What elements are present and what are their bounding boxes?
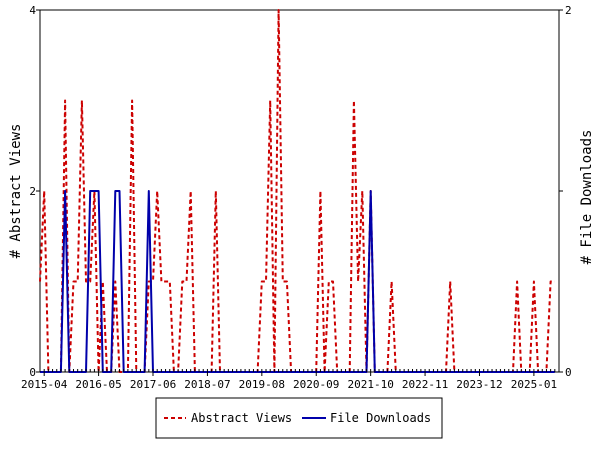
y-left-tick-label: 4: [29, 4, 36, 17]
right-axis-title: # File Downloads: [579, 130, 595, 265]
plot-area: [39, 9, 560, 373]
legend-label-abstract-views: Abstract Views: [191, 411, 292, 425]
x-tick-label: 2019-08: [239, 378, 285, 391]
y-right-tick-label: 0: [565, 366, 572, 379]
axis-layer: 2015-04 2016-05 2017-06 2018-07 2019-08 2020-…: [21, 4, 572, 391]
legend: Abstract Views File Downloads: [155, 397, 443, 439]
series-line-file-downloads: [40, 190, 555, 373]
x-tick-label: 2021-10: [347, 378, 393, 391]
y-right-tick-label: 2: [565, 4, 572, 17]
x-tick-label: 2020-09: [293, 378, 339, 391]
left-axis-title: # Abstract Views: [8, 124, 24, 259]
x-tick-label: 2023-12: [456, 378, 502, 391]
y-left-tick-label: 2: [29, 185, 36, 198]
x-tick-label: 2016-05: [75, 378, 121, 391]
x-tick-label: 2015-04: [21, 378, 68, 391]
x-tick-label: 2025-01: [511, 378, 557, 391]
x-tick-label: 2022-11: [402, 378, 448, 391]
series-layer: [39, 9, 555, 373]
legend-box: [155, 397, 443, 439]
x-tick-label: 2017-06: [130, 378, 176, 391]
legend-label-file-downloads: File Downloads: [330, 411, 431, 425]
y-left-tick-label: 0: [29, 366, 36, 379]
x-tick-label: 2018-07: [184, 378, 230, 391]
